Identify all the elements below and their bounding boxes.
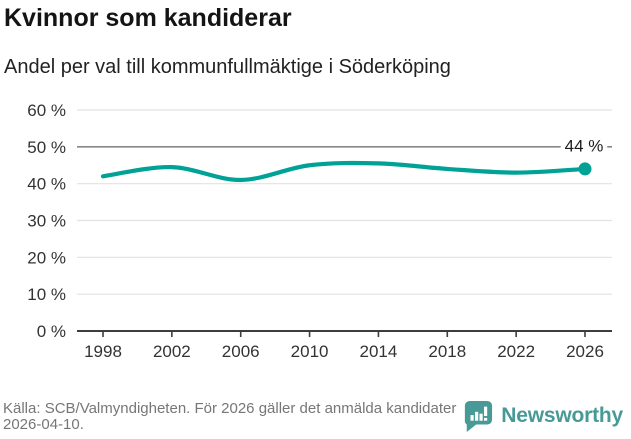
svg-text:2022: 2022	[497, 342, 535, 361]
svg-text:20 %: 20 %	[27, 248, 66, 267]
svg-text:2014: 2014	[360, 342, 398, 361]
svg-text:30 %: 30 %	[27, 212, 66, 231]
source-note: Källa: SCB/Valmyndigheten. För 2026 gäll…	[3, 400, 457, 433]
newsworthy-logo: Newsworthy	[463, 399, 623, 433]
svg-text:1998: 1998	[84, 342, 122, 361]
page-title: Kvinnor som kandiderar	[4, 4, 292, 32]
svg-text:60 %: 60 %	[27, 101, 66, 120]
svg-text:44 %: 44 %	[565, 136, 604, 155]
chart-subtitle: Andel per val till kommunfullmäktige i S…	[4, 56, 451, 78]
bar-chart-speech-bubble-icon	[465, 400, 493, 432]
svg-text:2006: 2006	[222, 342, 260, 361]
svg-text:2018: 2018	[428, 342, 466, 361]
svg-text:50 %: 50 %	[27, 138, 66, 157]
svg-text:2026: 2026	[566, 342, 604, 361]
svg-text:2010: 2010	[291, 342, 329, 361]
newsworthy-wordmark: Newsworthy	[501, 404, 623, 427]
svg-text:0 %: 0 %	[37, 322, 66, 341]
svg-text:2002: 2002	[153, 342, 191, 361]
svg-text:40 %: 40 %	[27, 175, 66, 194]
svg-text:10 %: 10 %	[27, 285, 66, 304]
